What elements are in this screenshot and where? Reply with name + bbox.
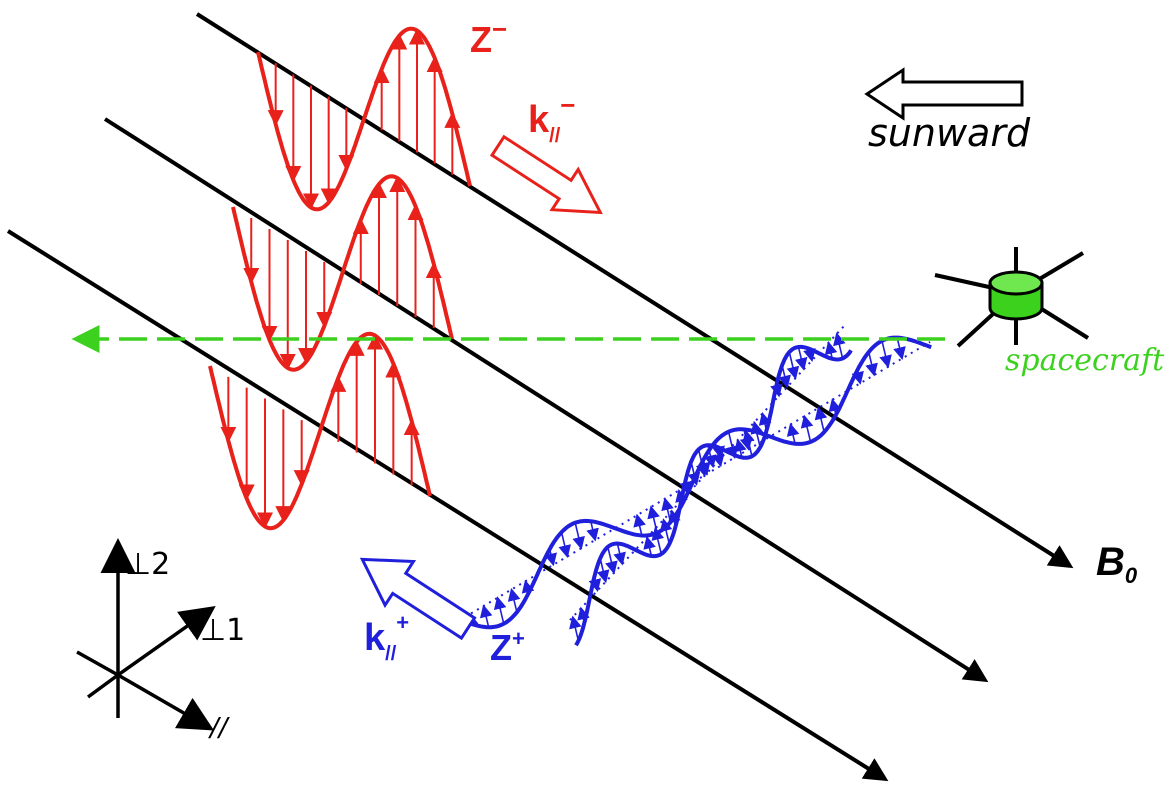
z-plus-vector — [879, 340, 892, 369]
z-plus-vector — [824, 341, 838, 360]
z-plus-wave-2 — [574, 344, 853, 647]
z-plus-vector — [704, 445, 717, 469]
k-minus-arrow-icon — [489, 134, 603, 215]
k-plus-arrow-icon — [359, 557, 477, 641]
z-minus-wave-1 — [256, 26, 472, 212]
z-plus-vector — [659, 518, 673, 545]
z-plus-vector — [734, 438, 747, 458]
z-plus-vector — [558, 532, 571, 559]
z-plus-label: Z+ — [490, 626, 525, 668]
z-plus-vector — [596, 558, 610, 584]
z-minus-wave-2 — [231, 174, 454, 372]
z-plus-wave-1 — [465, 335, 932, 630]
z-minus-label: Z− — [470, 14, 507, 60]
z-plus-vector — [493, 596, 507, 624]
z-plus-vector — [833, 332, 846, 359]
z-plus-vector — [742, 429, 755, 457]
z-plus-vector — [544, 549, 557, 567]
z-plus-vector — [647, 505, 660, 534]
z-plus-axis — [569, 324, 846, 621]
z-plus-vector — [828, 398, 842, 415]
z-plus-vector — [712, 445, 725, 460]
sunward-arrow-icon — [864, 67, 1024, 121]
z-plus-vector — [778, 365, 791, 389]
field-line-top — [195, 12, 1074, 569]
axis-perp1-label: ⊥1 — [200, 613, 245, 648]
b0-label: B0 — [1096, 540, 1138, 588]
z-plus-vector — [605, 546, 618, 575]
z-plus-vector — [814, 406, 828, 433]
z-plus-vector — [865, 351, 878, 377]
z-plus-vector — [569, 615, 582, 642]
z-plus-vector — [507, 587, 521, 613]
z-plus-vector — [851, 370, 864, 385]
z-plus-vector — [586, 521, 599, 542]
z-plus-vector — [577, 606, 590, 623]
z-plus-vector — [661, 497, 674, 523]
z-plus-vector — [521, 579, 535, 594]
z-plus-vector — [679, 480, 692, 495]
axis-perp2-label: ⊥2 — [125, 547, 170, 582]
z-plus-vector — [786, 351, 800, 380]
z-plus-vector — [572, 522, 585, 550]
spacecraft-icon — [934, 247, 1090, 348]
spacecraft-label: spacecraft — [1005, 343, 1165, 378]
z-plus-vector — [651, 526, 665, 555]
z-plus-vector — [613, 543, 626, 566]
z-plus-vector — [588, 576, 602, 593]
coordinate-axes — [76, 538, 216, 731]
z-plus-vector — [800, 414, 814, 443]
z-plus-vector — [687, 461, 701, 486]
k-plus-label: k//+ — [364, 610, 409, 665]
z-plus-vector — [695, 449, 709, 478]
k-minus-label: k//− — [528, 90, 575, 147]
z-plus-vector — [479, 604, 493, 628]
sunward-label: sunward — [868, 111, 1031, 155]
field-line-middle — [103, 117, 989, 683]
field-line-bottom — [6, 229, 889, 782]
z-plus-waves — [464, 324, 932, 647]
z-plus-vector — [643, 535, 656, 557]
magnetic-field-lines — [6, 12, 1074, 782]
z-plus-vector — [750, 420, 764, 448]
z-plus-vector — [786, 422, 800, 444]
z-plus-vector — [758, 411, 772, 431]
z-plus-vector — [633, 513, 646, 536]
z-plus-vector — [803, 348, 816, 362]
z-minus-waves — [208, 26, 472, 531]
z-plus-vector — [893, 337, 906, 361]
z-plus-vector — [794, 346, 808, 371]
axis-parallel-label: // — [208, 713, 231, 743]
z-minus-wave-3 — [208, 331, 432, 531]
z-plus-vector — [668, 509, 681, 527]
z-plus-vector — [770, 383, 783, 398]
